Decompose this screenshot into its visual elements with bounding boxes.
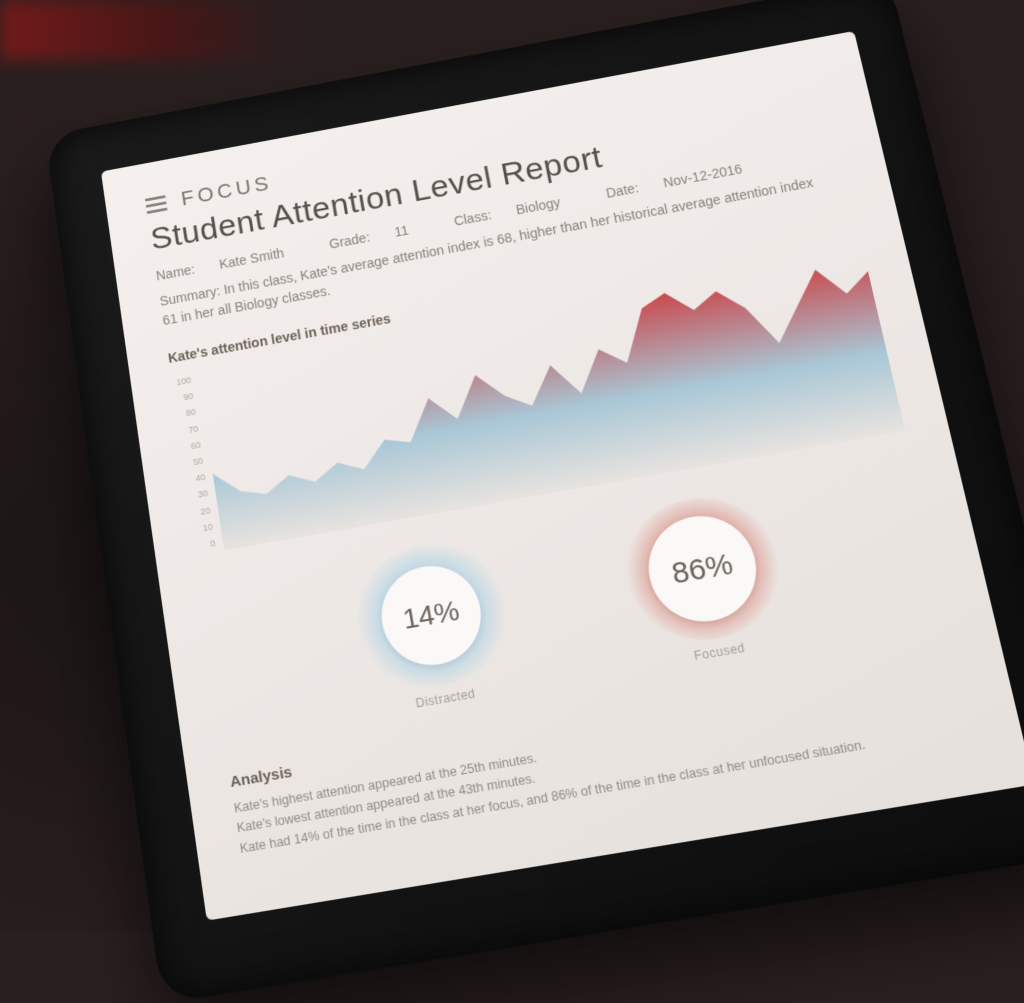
meta-date: Nov-12-2016	[662, 161, 744, 190]
meta-grade-label: Grade:	[328, 230, 371, 252]
bubble-focused: 86% Focused	[608, 485, 803, 673]
bubble-focused-value: 86%	[640, 508, 766, 630]
meta-name: Kate Smith	[218, 245, 285, 271]
tablet-frame: FOCUS Student Attention Level Report Nam…	[45, 0, 1024, 1003]
report-screen: FOCUS Student Attention Level Report Nam…	[101, 31, 1024, 921]
bubble-distracted-value: 14%	[374, 558, 488, 672]
bubble-focused-label: Focused	[693, 641, 747, 664]
bubble-distracted: 14% Distracted	[340, 532, 527, 719]
meta-class-label: Class:	[453, 207, 493, 228]
meta-class: Biology	[515, 195, 562, 218]
meta-name-label: Name:	[155, 262, 196, 284]
meta-date-label: Date:	[605, 180, 640, 200]
bubble-distracted-label: Distracted	[415, 686, 477, 710]
meta-grade: 11	[393, 222, 409, 239]
menu-icon[interactable]	[145, 195, 168, 214]
